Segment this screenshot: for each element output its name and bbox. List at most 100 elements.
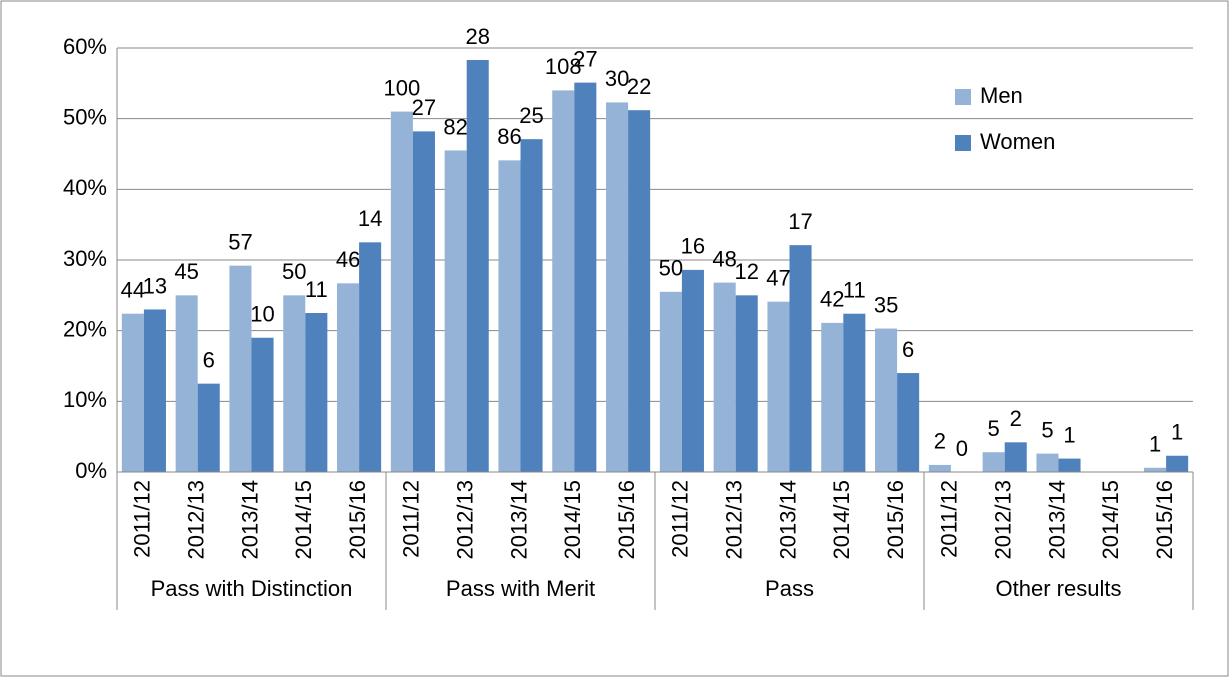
y-tick-label: 20% <box>63 316 107 341</box>
bar <box>229 265 252 472</box>
y-tick-label: 10% <box>63 387 107 412</box>
bar <box>390 111 413 472</box>
x-tick-label: 2014/15 <box>1098 480 1123 560</box>
data-label: 30 <box>605 66 629 91</box>
x-tick-label: 2014/15 <box>560 480 585 560</box>
data-label: 108 <box>545 54 582 79</box>
data-label: 50 <box>659 256 683 281</box>
data-label: 5 <box>1041 417 1053 442</box>
y-tick-label: 0% <box>75 458 107 483</box>
data-label: 27 <box>573 46 597 71</box>
group-label: Pass <box>765 576 814 601</box>
bar <box>821 322 844 472</box>
bar <box>283 295 306 472</box>
data-label: 16 <box>681 234 705 259</box>
data-label: 6 <box>203 347 215 372</box>
x-tick-label: 2012/13 <box>453 480 478 560</box>
bar <box>251 337 274 472</box>
x-tick-label: 2011/12 <box>668 480 693 558</box>
data-label: 11 <box>305 277 328 302</box>
data-label: 12 <box>734 259 758 284</box>
bar <box>197 383 220 472</box>
bar <box>175 295 198 472</box>
bar <box>735 295 758 472</box>
bar <box>897 373 920 472</box>
legend-label: Men <box>980 83 1023 108</box>
bar <box>713 282 736 472</box>
data-label: 22 <box>627 74 651 99</box>
data-label: 42 <box>820 287 844 312</box>
group-label: Other results <box>996 576 1122 601</box>
bar <box>928 464 951 472</box>
x-tick-label: 2012/13 <box>991 480 1016 560</box>
data-label: 100 <box>384 75 421 100</box>
x-tick-label: 2012/13 <box>722 480 747 560</box>
bar <box>305 313 328 472</box>
bar <box>337 283 360 472</box>
y-tick-label: 60% <box>63 34 107 59</box>
data-label: 45 <box>174 259 198 284</box>
bar <box>444 150 467 472</box>
bar <box>659 291 682 472</box>
data-label: 27 <box>412 95 436 120</box>
bar <box>789 245 812 472</box>
data-label: 25 <box>519 103 543 128</box>
data-label: 50 <box>282 259 306 284</box>
x-tick-label: 2014/15 <box>829 480 854 560</box>
bar <box>606 102 629 472</box>
data-label: 47 <box>766 266 790 291</box>
bar <box>1144 467 1167 472</box>
data-label: 17 <box>788 209 812 234</box>
data-label: 1 <box>1063 422 1075 447</box>
data-label: 57 <box>228 229 252 254</box>
data-label: 14 <box>358 206 382 231</box>
data-label: 46 <box>336 247 360 272</box>
data-label: 44 <box>121 278 145 303</box>
bar <box>1004 442 1027 472</box>
data-label: 1 <box>1149 432 1161 457</box>
y-tick-label: 50% <box>63 104 107 129</box>
bar <box>1166 455 1189 472</box>
x-tick-label: 2012/13 <box>184 480 209 560</box>
data-label: 0 <box>956 436 968 461</box>
data-label: 1 <box>1171 420 1183 445</box>
y-tick-label: 40% <box>63 175 107 200</box>
bar <box>498 160 521 473</box>
group-label: Pass with Distinction <box>151 576 353 601</box>
x-tick-label: 2015/16 <box>1152 480 1177 560</box>
x-tick-label: 2011/12 <box>937 480 962 558</box>
bar <box>628 110 651 472</box>
bar <box>767 301 790 472</box>
bar <box>681 269 704 472</box>
x-tick-label: 2013/14 <box>506 480 531 560</box>
x-tick-label: 2015/16 <box>883 480 908 560</box>
data-label: 48 <box>712 246 736 271</box>
data-label: 13 <box>143 273 167 298</box>
data-label: 28 <box>465 24 489 49</box>
bar <box>359 242 382 472</box>
bar <box>412 131 435 473</box>
bar <box>875 328 898 472</box>
x-tick-label: 2015/16 <box>614 480 639 560</box>
bar <box>143 309 166 472</box>
data-label: 10 <box>250 302 274 327</box>
legend-swatch <box>955 135 971 151</box>
bar <box>552 90 575 473</box>
data-label: 35 <box>874 292 898 317</box>
y-tick-label: 30% <box>63 246 107 271</box>
x-tick-label: 2015/16 <box>345 480 370 560</box>
x-tick-label: 2013/14 <box>237 480 262 560</box>
bar <box>843 313 866 472</box>
data-label: 2 <box>934 429 946 454</box>
bar <box>1058 458 1081 472</box>
bar <box>520 139 543 472</box>
data-label: 2 <box>1010 406 1022 431</box>
bar <box>982 452 1005 472</box>
data-label: 5 <box>988 416 1000 441</box>
x-tick-label: 2011/12 <box>130 480 155 558</box>
data-label: 6 <box>902 337 914 362</box>
bar <box>121 313 144 472</box>
bar <box>466 60 489 472</box>
x-tick-label: 2013/14 <box>775 480 800 560</box>
